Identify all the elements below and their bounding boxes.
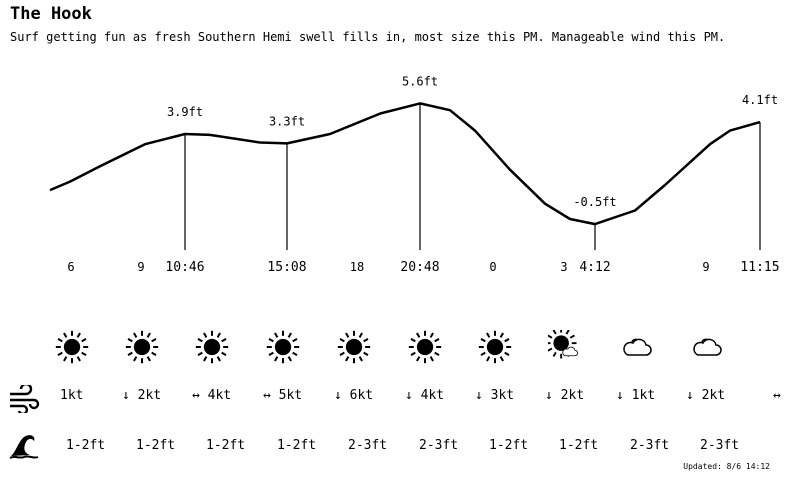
wind-cell: ↓ 6kt — [334, 388, 373, 403]
wind-direction-arrow: ↔ — [773, 388, 781, 403]
sun-icon — [266, 330, 300, 364]
wind-cell: 1kt — [60, 388, 83, 403]
wind-cell: ↓ 2kt — [122, 388, 161, 403]
wind-direction-arrow: ↓ — [686, 388, 702, 403]
wind-direction-arrow: ↓ — [122, 388, 138, 403]
wind-cell: ↔ — [773, 388, 781, 403]
wave-icon — [9, 435, 39, 459]
wind-speed: 3kt — [490, 388, 515, 403]
tide-time-label: 15:08 — [267, 260, 306, 275]
wind-speed: 1kt — [60, 388, 84, 403]
sun-behind-cloud-icon — [545, 327, 582, 364]
tide-height-label: 3.3ft — [269, 114, 305, 128]
wave-height: 2-3ft — [419, 438, 459, 453]
wave-height: 2-3ft — [700, 438, 740, 453]
forecast-summary: Surf getting fun as fresh Southern Hemi … — [10, 30, 726, 44]
tide-time-label: 20:48 — [400, 260, 439, 275]
tide-height-label: -0.5ft — [573, 195, 616, 209]
wind-direction-arrow: ↓ — [545, 388, 561, 403]
cloud-icon — [619, 330, 653, 364]
sun-icon — [408, 330, 442, 364]
tide-time-label: 4:12 — [579, 260, 610, 275]
sun-icon — [55, 330, 89, 364]
wind-cell: ↓ 2kt — [686, 388, 725, 403]
tide-height-label: 4.1ft — [742, 93, 778, 107]
wind-speed: 5kt — [278, 388, 303, 403]
tide-time-label: 10:46 — [165, 260, 204, 275]
wind-cell: ↓ 3kt — [475, 388, 514, 403]
wave-height: 1-2ft — [559, 438, 599, 453]
wind-speed: 4kt — [420, 388, 445, 403]
wind-speed: 4kt — [207, 388, 232, 403]
sun-icon — [337, 330, 371, 364]
hour-tick-label: 9 — [702, 260, 709, 274]
hour-tick-label: 3 — [560, 260, 567, 274]
tide-curve — [49, 102, 761, 226]
sun-icon — [125, 330, 159, 364]
wind-direction-arrow: ↓ — [405, 388, 421, 403]
wind-cell: ↓ 2kt — [545, 388, 584, 403]
hour-tick-label: 0 — [489, 260, 496, 274]
wave-height: 2-3ft — [348, 438, 388, 453]
spot-title: The Hook — [10, 4, 92, 24]
wave-height: 1-2ft — [66, 438, 106, 453]
sun-icon — [195, 330, 229, 364]
tide-chart: 3.9ft 10:46 3.3ft 15:08 5.6ft 20:48 -0.5ft 4:12… — [49, 74, 780, 275]
wind-direction-arrow: ↔ — [263, 388, 279, 403]
wind-cell: ↔ 5kt — [263, 388, 302, 403]
sun-icon — [478, 330, 512, 364]
wave-height: 2-3ft — [630, 438, 670, 453]
wind-icon — [10, 385, 40, 413]
wave-height: 1-2ft — [136, 438, 176, 453]
tide-height-label: 3.9ft — [167, 105, 203, 119]
wind-direction-arrow: ↓ — [334, 388, 350, 403]
hour-tick-label: 9 — [137, 260, 144, 274]
wind-speed: 2kt — [560, 388, 585, 403]
wave-height: 1-2ft — [489, 438, 529, 453]
wind-cell: ↓ 4kt — [405, 388, 444, 403]
tide-height-label: 5.6ft — [402, 74, 438, 88]
wind-direction-arrow: ↓ — [616, 388, 632, 403]
wind-speed: 1kt — [631, 388, 656, 403]
hour-tick-label: 6 — [67, 260, 74, 274]
hour-tick-label: 18 — [350, 260, 364, 274]
wind-cell: ↔ 4kt — [192, 388, 231, 403]
tide-time-label: 11:15 — [740, 260, 779, 275]
cloud-icon — [689, 330, 723, 364]
wave-height: 1-2ft — [206, 438, 246, 453]
wind-cell: ↓ 1kt — [616, 388, 655, 403]
wind-speed: 6kt — [349, 388, 374, 403]
wind-direction-arrow: ↔ — [192, 388, 208, 403]
wind-speed: 2kt — [701, 388, 726, 403]
wave-height: 1-2ft — [277, 438, 317, 453]
updated-timestamp: Updated: 8/6 14:12 — [683, 462, 770, 471]
wind-direction-arrow: ↓ — [475, 388, 491, 403]
wind-speed: 2kt — [137, 388, 162, 403]
